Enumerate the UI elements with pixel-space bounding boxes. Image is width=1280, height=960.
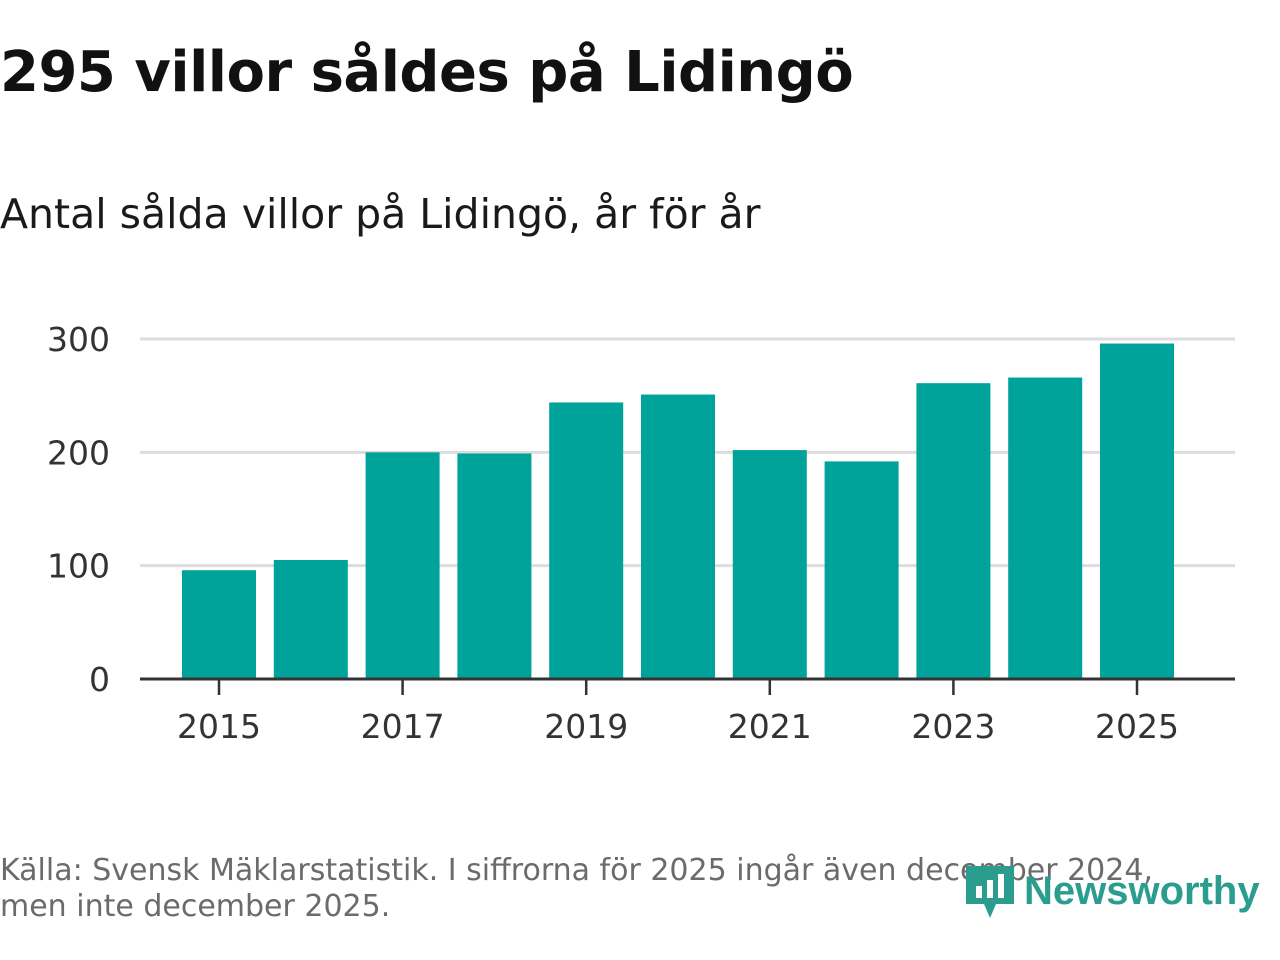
bar-chart: 0 100 200 300 2015 2017 2019 2021 2023 2025 bbox=[47, 320, 1235, 746]
x-tick-label: 2023 bbox=[911, 707, 995, 746]
bar-2016 bbox=[273, 560, 348, 679]
bar-2017 bbox=[365, 452, 440, 679]
bar-2024 bbox=[1008, 377, 1083, 679]
newsworthy-logo: Newsworthy bbox=[962, 860, 1260, 922]
x-tick-label: 2025 bbox=[1095, 707, 1179, 746]
x-tick-label: 2015 bbox=[177, 707, 261, 746]
y-tick-label: 0 bbox=[89, 660, 110, 699]
newsworthy-logo-icon bbox=[966, 866, 1014, 918]
source-line-1: Källa: Svensk Mäklarstatistik. I siffror… bbox=[0, 853, 1153, 888]
bar-2021 bbox=[732, 450, 807, 679]
x-tick-label: 2019 bbox=[544, 707, 628, 746]
x-tick-label: 2021 bbox=[728, 707, 812, 746]
y-axis-ticks: 0 100 200 300 bbox=[47, 320, 110, 699]
chart-title: 295 villor såldes på Lidingö bbox=[0, 40, 854, 105]
y-tick-label: 100 bbox=[47, 547, 110, 586]
bar-2022 bbox=[824, 461, 899, 679]
bar-2015 bbox=[182, 570, 256, 679]
y-tick-label: 200 bbox=[47, 433, 110, 472]
bar-2018 bbox=[457, 453, 532, 679]
source-note: Källa: Svensk Mäklarstatistik. I siffror… bbox=[0, 853, 1220, 925]
x-axis-ticks: 2015 2017 2019 2021 2023 2025 bbox=[177, 679, 1179, 746]
y-tick-label: 300 bbox=[47, 320, 110, 359]
newsworthy-logo-text: Newsworthy bbox=[1024, 868, 1260, 913]
bar-2019 bbox=[549, 402, 624, 679]
x-tick-label: 2017 bbox=[361, 707, 445, 746]
bar-2023 bbox=[916, 383, 991, 679]
source-line-2: men inte december 2025. bbox=[0, 889, 391, 924]
bar-2020 bbox=[641, 394, 715, 679]
bar-2025 bbox=[1100, 343, 1174, 679]
chart-subtitle: Antal sålda villor på Lidingö, år för år bbox=[0, 190, 761, 238]
bars bbox=[182, 343, 1174, 679]
